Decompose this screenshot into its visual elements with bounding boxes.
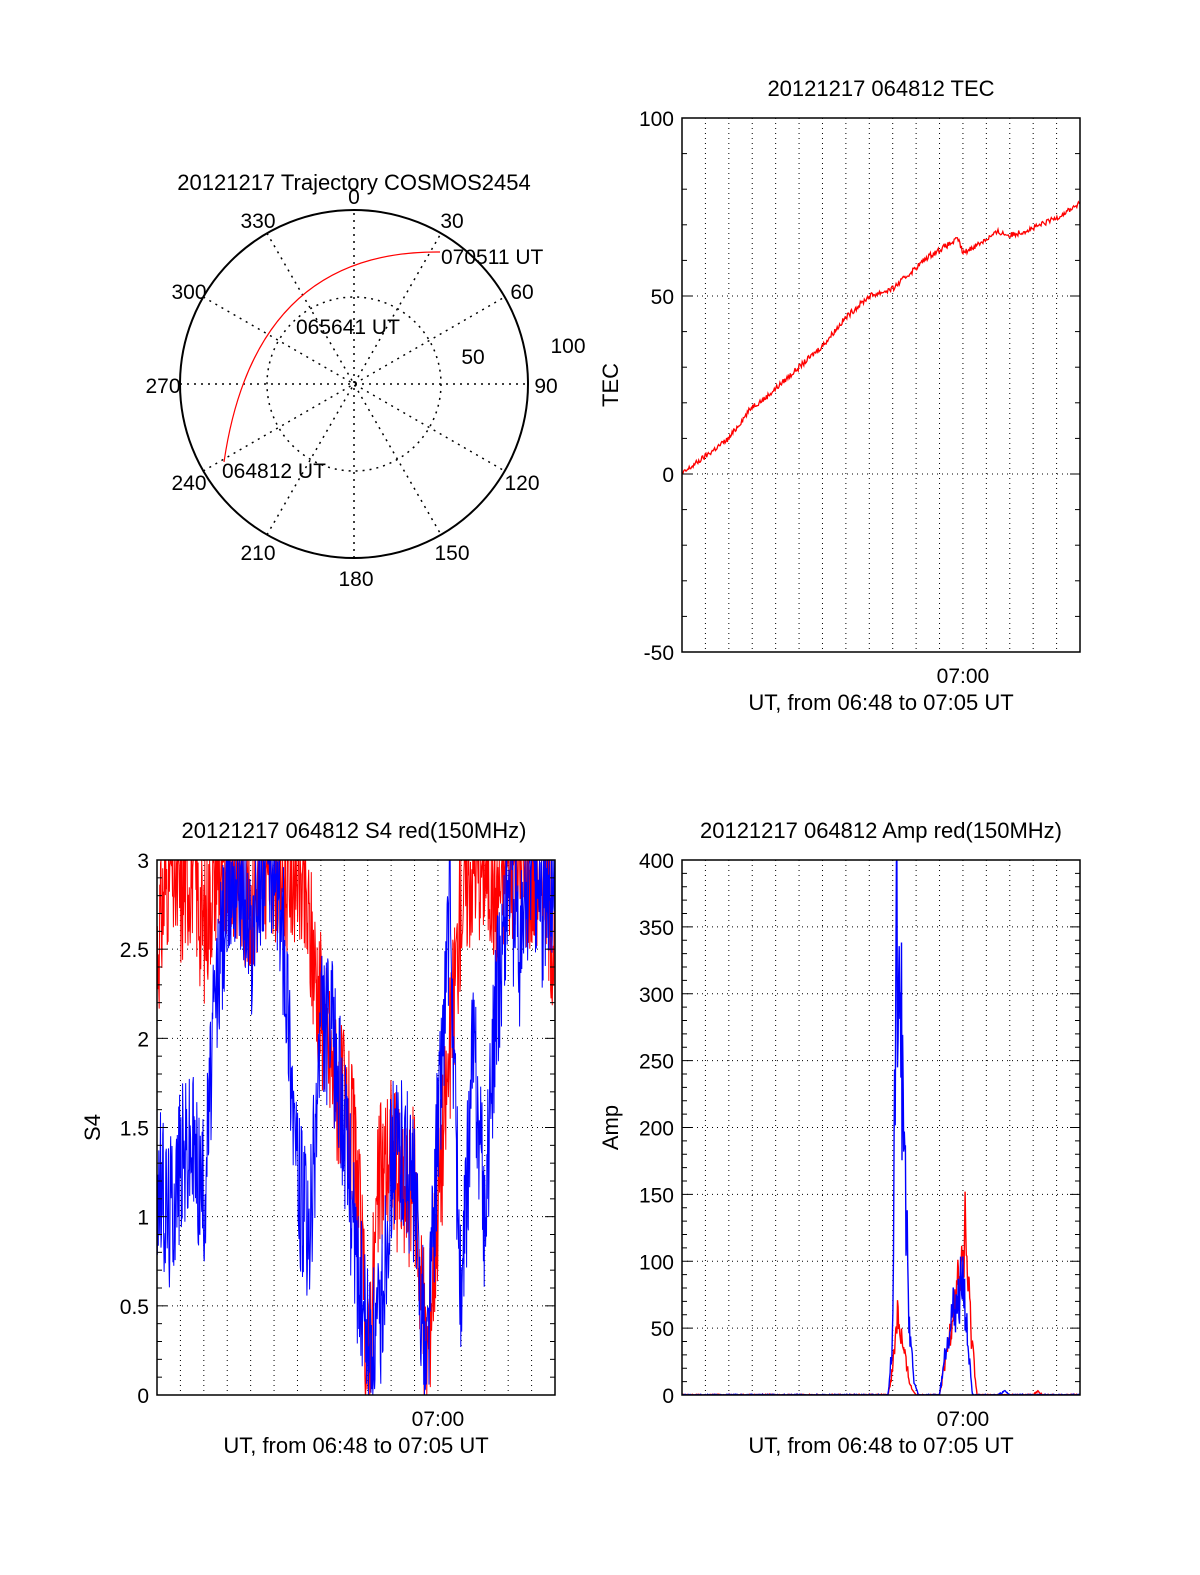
az-label-330: 330 xyxy=(240,210,275,233)
s4-minor-ticks xyxy=(157,859,555,1396)
amp-axes-frame xyxy=(681,859,1081,1396)
tec-ytick-label: 100 xyxy=(639,108,674,131)
tec-ylabel: TEC xyxy=(598,363,623,407)
trajectory-end-label: 070511 UT xyxy=(441,246,544,269)
s4-plot: 20121217 064812 S4 red(150MHz) 0 0.5 1 1… xyxy=(80,818,556,1458)
az-label-270: 270 xyxy=(145,375,180,398)
amp-ytick-label: 200 xyxy=(639,1118,674,1141)
radial-label-50: 50 xyxy=(461,346,484,369)
amp-grid xyxy=(682,860,1080,1395)
trajectory-mid-label: 065641 UT xyxy=(296,316,400,339)
amp-ytick-label: 100 xyxy=(639,1251,674,1274)
s4-ytick-labels: 0 0.5 1 1.5 2 2.5 3 xyxy=(120,850,149,1408)
s4-ytick-label: 0.5 xyxy=(120,1296,149,1319)
tec-ytick-labels: -50 0 50 100 xyxy=(639,108,674,665)
amp-ytick-label: 400 xyxy=(639,850,674,873)
amp-ytick-labels: 0 50 100 150 200 250 300 350 400 xyxy=(639,850,674,1408)
az-label-30: 30 xyxy=(440,210,463,233)
az-label-120: 120 xyxy=(504,472,539,495)
amp-title: 20121217 064812 Amp red(150MHz) xyxy=(700,818,1062,843)
s4-ytick-label: 1 xyxy=(137,1207,149,1230)
amp-ytick-label: 300 xyxy=(639,984,674,1007)
amp-ytick-label: 150 xyxy=(639,1184,674,1207)
s4-ytick-label: 3 xyxy=(137,850,149,873)
s4-series xyxy=(157,860,555,1395)
az-label-210: 210 xyxy=(240,542,275,565)
amp-series-red xyxy=(682,1191,1080,1395)
polar-azimuth-labels: 0 30 60 90 120 150 180 210 240 270 300 3… xyxy=(145,186,557,591)
s4-ytick-label: 0 xyxy=(137,1385,149,1408)
tec-xtick-label: 07:00 xyxy=(937,665,990,688)
amp-plot: 20121217 064812 Amp red(150MHz) 0 50 100… xyxy=(598,818,1081,1458)
radial-label-100: 100 xyxy=(550,335,585,358)
polar-spokes xyxy=(180,210,528,558)
tec-plot: 20121217 064812 TEC -50 0 50 100 07:00 U… xyxy=(598,76,1081,715)
s4-xlabel: UT, from 06:48 to 07:05 UT xyxy=(223,1433,488,1458)
amp-ytick-label: 350 xyxy=(639,917,674,940)
amp-series-blue xyxy=(682,860,1080,1395)
s4-series-red xyxy=(157,860,555,1395)
tec-ytick-label: 50 xyxy=(651,286,674,309)
trajectory-plot: 20121217 Trajectory COSMOS2454 0 30 60 9… xyxy=(145,170,585,591)
tec-ytick-label: 0 xyxy=(662,464,674,487)
trajectory-path xyxy=(223,251,441,463)
amp-series xyxy=(682,860,1080,1395)
trajectory-title: 20121217 Trajectory COSMOS2454 xyxy=(177,170,530,195)
s4-ylabel: S4 xyxy=(80,1114,105,1141)
amp-minor-ticks xyxy=(682,859,1080,1396)
az-label-90: 90 xyxy=(534,375,557,398)
tec-ytick-label: -50 xyxy=(644,642,674,665)
s4-ytick-label: 1.5 xyxy=(120,1118,149,1141)
az-label-0: 0 xyxy=(348,186,360,209)
trajectory-start-label: 064812 UT xyxy=(222,460,326,483)
amp-ytick-label: 250 xyxy=(639,1051,674,1074)
amp-ytick-label: 0 xyxy=(662,1385,674,1408)
polar-spoke-120 xyxy=(202,296,506,472)
s4-ytick-label: 2 xyxy=(137,1028,149,1051)
amp-ytick-label: 50 xyxy=(651,1318,674,1341)
tec-series-line xyxy=(682,200,1080,475)
tec-series xyxy=(682,200,1080,475)
tec-xlabel: UT, from 06:48 to 07:05 UT xyxy=(748,690,1013,715)
tec-minor-ticks xyxy=(682,117,1080,653)
az-label-300: 300 xyxy=(171,281,206,304)
tec-grid xyxy=(682,118,1080,652)
amp-xtick-label: 07:00 xyxy=(937,1408,990,1431)
polar-spoke-30 xyxy=(266,232,442,536)
az-label-240: 240 xyxy=(171,472,206,495)
amp-xlabel: UT, from 06:48 to 07:05 UT xyxy=(748,1433,1013,1458)
az-label-180: 180 xyxy=(338,568,373,591)
tec-title: 20121217 064812 TEC xyxy=(767,76,994,101)
amp-ylabel: Amp xyxy=(598,1105,623,1150)
tec-axes-frame xyxy=(681,117,1081,653)
polar-spoke-150 xyxy=(266,232,442,536)
s4-title: 20121217 064812 S4 red(150MHz) xyxy=(182,818,527,843)
az-label-60: 60 xyxy=(510,281,533,304)
az-label-150: 150 xyxy=(434,542,469,565)
s4-xtick-label: 07:00 xyxy=(412,1408,465,1431)
s4-ytick-label: 2.5 xyxy=(120,939,149,962)
s4-series-blue xyxy=(157,860,555,1395)
polar-spoke-60 xyxy=(202,296,506,472)
